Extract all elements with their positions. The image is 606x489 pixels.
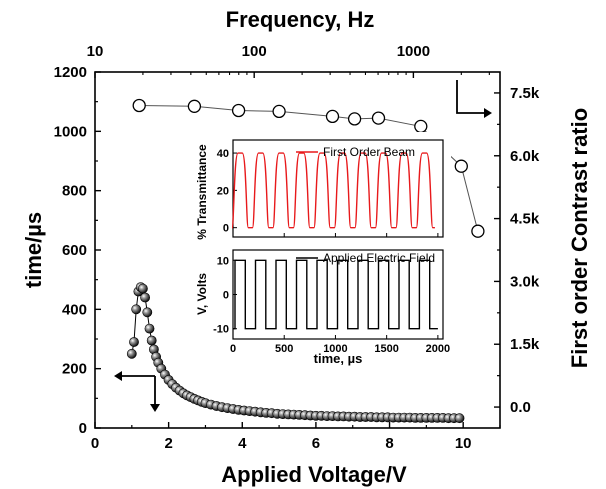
contrast-ratio-point: [187, 99, 202, 113]
y-tick-label: 400: [62, 301, 87, 318]
y2-tick-label: 4.5k: [510, 211, 540, 228]
y2-tick-label: 6.0k: [510, 148, 540, 165]
response-time-series: [126, 282, 465, 424]
response-time-point: [129, 337, 139, 347]
y-tick-label: 200: [62, 361, 87, 378]
x-tick-label: 8: [385, 435, 393, 452]
x-tick-label: 10: [455, 435, 472, 452]
inset-x-label: time, µs: [314, 351, 363, 366]
right-axis-arrow: [456, 80, 488, 114]
x-axis-label: Applied Voltage/V: [221, 462, 407, 487]
inset-y-label-bottom: V, Volts: [195, 273, 209, 315]
applied-electric-field-trace: [233, 259, 438, 330]
right-axis-arrow-head: [484, 108, 492, 118]
inset-y-tick-label: 10: [217, 255, 229, 267]
y2-axis-label: First order Contrast ratio: [567, 108, 592, 368]
contrast-ratio-point: [272, 104, 286, 119]
inset-y-label-top: % Transmittance: [195, 144, 209, 240]
inset-x-tick-label: 500: [275, 343, 293, 355]
first-order-beam-trace: [231, 152, 435, 229]
inset-x-tick-label: 0: [230, 343, 236, 355]
inset-y-tick-label: 0: [223, 223, 229, 235]
response-time-point: [140, 292, 150, 303]
inset-legend-bottom: Applied Electric Field: [296, 251, 435, 265]
x-tick-label: 0: [91, 435, 99, 452]
y2-tick-label: 0.0: [510, 399, 531, 416]
response-time-point: [142, 307, 153, 318]
inset-y-tick-label: 20: [217, 185, 229, 197]
inset-x-tick-label: 1500: [374, 343, 398, 355]
y-tick-label: 600: [62, 242, 87, 259]
top-tick-label: 1000: [397, 43, 430, 60]
top-axis-label: Frequency, Hz: [226, 7, 375, 32]
contrast-ratio-point: [231, 103, 246, 118]
x-tick-label: 4: [238, 435, 247, 452]
main-axis-ticks: 0 2 4 6 8 100200400600800100012000.01.5k3.0k4…: [54, 43, 540, 452]
response-time-point: [126, 348, 137, 359]
inset-y-tick-label: 40: [217, 148, 229, 160]
left-axis-arrow: [118, 375, 156, 408]
response-time-point: [137, 283, 148, 294]
legend-label-applied-electric-field: Applied Electric Field: [323, 251, 435, 265]
inset-y-tick-label: 0: [223, 290, 229, 302]
inset-traces: [231, 152, 438, 330]
main-chart: 0 2 4 6 8 100200400600800100012000.01.5k3.0k4…: [21, 7, 592, 487]
contrast-ratio-point: [132, 98, 146, 113]
contrast-ratio-point: [414, 119, 428, 134]
contrast-ratio-point: [371, 111, 386, 125]
y2-tick-label: 3.0k: [510, 273, 540, 290]
axis-arrows: [114, 80, 492, 412]
y-tick-label: 0: [79, 420, 87, 437]
x-tick-label: 6: [312, 435, 320, 452]
top-tick-label: 100: [242, 43, 267, 60]
contrast-ratio-point: [471, 224, 485, 238]
response-time-point: [146, 335, 157, 346]
inset-x-tick-label: 2000: [426, 343, 450, 355]
left-axis-arrow-heads: [114, 371, 160, 412]
response-time-point: [454, 413, 465, 424]
y2-tick-label: 1.5k: [510, 336, 540, 353]
y-tick-label: 1200: [54, 64, 87, 81]
contrast-ratio-point: [347, 112, 362, 126]
inset-legend-top: First Order Beam: [296, 145, 415, 159]
contrast-ratio-point: [454, 159, 468, 173]
y-tick-label: 800: [62, 183, 87, 200]
response-time-point: [131, 304, 142, 315]
legend-label-first-order-beam: First Order Beam: [323, 145, 415, 159]
response-time-point: [144, 323, 155, 334]
inset-x-tick-label: 1000: [323, 343, 347, 355]
inset-y-tick-label: -10: [213, 324, 229, 336]
y-tick-label: 1000: [54, 123, 87, 140]
top-tick-label: 10: [87, 43, 104, 60]
y2-tick-label: 7.5k: [510, 85, 540, 102]
y-axis-label: time/µs: [21, 212, 46, 288]
contrast-ratio-point: [325, 109, 340, 124]
inset-top-panel-frame: [232, 139, 444, 238]
x-tick-label: 2: [164, 435, 172, 452]
